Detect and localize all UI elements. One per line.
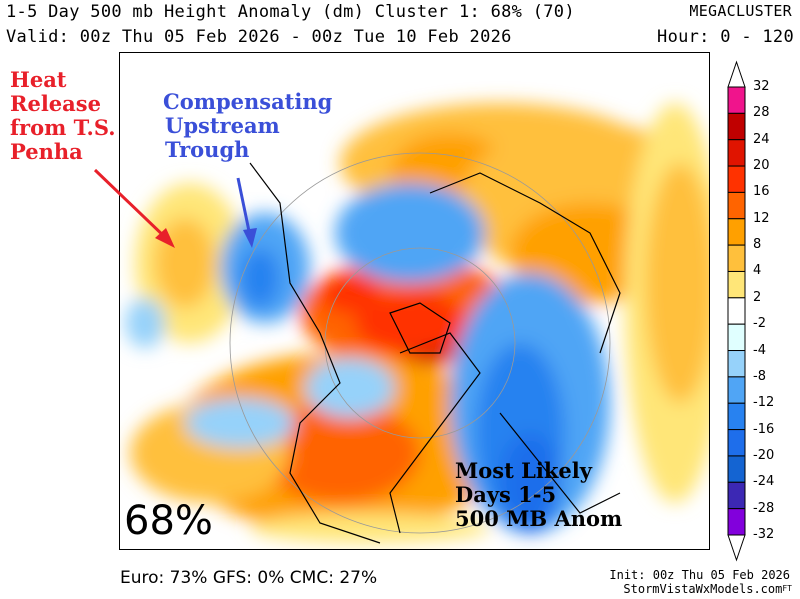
anomaly-region [305,358,395,418]
colorbar-label: -28 [753,500,775,516]
anomaly-region [320,273,380,313]
colorbar-swatch [727,86,746,114]
colorbar-label: 8 [753,237,762,253]
colorbar-swatch [727,297,746,325]
most-likely-line: Days 1-5 [455,482,557,507]
colorbar-label: 32 [753,79,770,94]
heat-line: Heat [10,67,67,92]
colorbar-swatch [727,481,746,510]
anomaly-region [645,163,709,403]
colorbar-label: -16 [753,421,775,437]
trough-line: Trough [165,137,250,162]
colorbar-swatch [727,402,746,431]
colorbar-top-arrow [727,60,746,88]
cluster-percent: 68% [124,498,213,544]
trough-line: Compensating [163,89,333,114]
trough-line: Upstream [165,113,280,138]
colorbar-label: -8 [753,368,766,384]
colorbar-label: -32 [753,527,775,542]
colorbar-label: -20 [753,447,775,463]
anomaly-region [125,298,165,348]
anomaly-region [240,248,280,308]
colorbar-swatch [727,191,746,220]
colorbar-label: 28 [753,105,770,121]
colorbar-swatch [727,350,746,378]
latitude-circles [229,152,611,534]
anomaly-region [260,403,420,503]
chart-title: 1-5 Day 500 mb Height Anomaly (dm) Clust… [6,2,575,22]
anomaly-region [185,398,295,448]
colorbar-bottom-arrow [727,534,746,562]
anomaly-region [250,513,490,543]
site-name: StormVistaWxModels.com [623,582,783,596]
brand-label: MEGACLUSTER [689,2,792,20]
anomaly-map: 68% [119,52,710,550]
colorbar-swatch [727,429,746,457]
valid-range: Valid: 00z Thu 05 Feb 2026 - 00z Tue 10 … [6,27,512,47]
colorbar-label: 12 [753,210,770,226]
heat-line: Penha [10,139,83,164]
colorbar-label: -12 [753,395,775,411]
map-svg [125,103,709,544]
colorbar-swatch [727,376,746,404]
colorbar-swatch [727,323,746,352]
colorbar-label: -24 [753,474,775,490]
colorbar-label: -2 [753,316,766,332]
colorbar-label: -4 [753,342,766,358]
colorbar-label: 16 [753,184,770,200]
anomaly-region [335,183,485,283]
colorbar-label: 24 [753,131,770,147]
annotation-heat-release: Heat Release from T.S. Penha [10,68,116,164]
annotation-most-likely: Most Likely Days 1-5 500 MB Anom [455,459,622,531]
colorbar-swatch [727,218,746,246]
annotation-upstream-trough: Compensating Upstream Trough [163,90,332,162]
colorbar-swatch [727,165,746,193]
forecast-hours: Hour: 0 - 120 [657,27,794,47]
most-likely-line: 500 MB Anom [455,506,623,531]
heat-line: Release [10,91,101,116]
coastlines [249,162,621,544]
model-weights: Euro: 73% GFS: 0% CMC: 27% [120,568,378,588]
colorbar-label: 4 [753,263,762,279]
heat-line: from T.S. [10,115,116,140]
colorbar-swatch [727,508,746,536]
colorbar-swatch [727,455,746,483]
site-credit: StormVistaWxModels.comFT [623,582,792,596]
colorbar-label: 2 [753,289,762,305]
site-tag: FT [782,584,792,593]
colorbar-swatch [727,244,746,272]
colorbar-swatch [727,139,746,167]
colorbar-swatch [727,112,746,141]
most-likely-line: Most Likely [455,458,592,483]
colorbar-swatch [727,270,746,299]
colorbar-label: 20 [753,158,770,174]
init-time: Init: 00z Thu 05 Feb 2026 [609,568,790,582]
